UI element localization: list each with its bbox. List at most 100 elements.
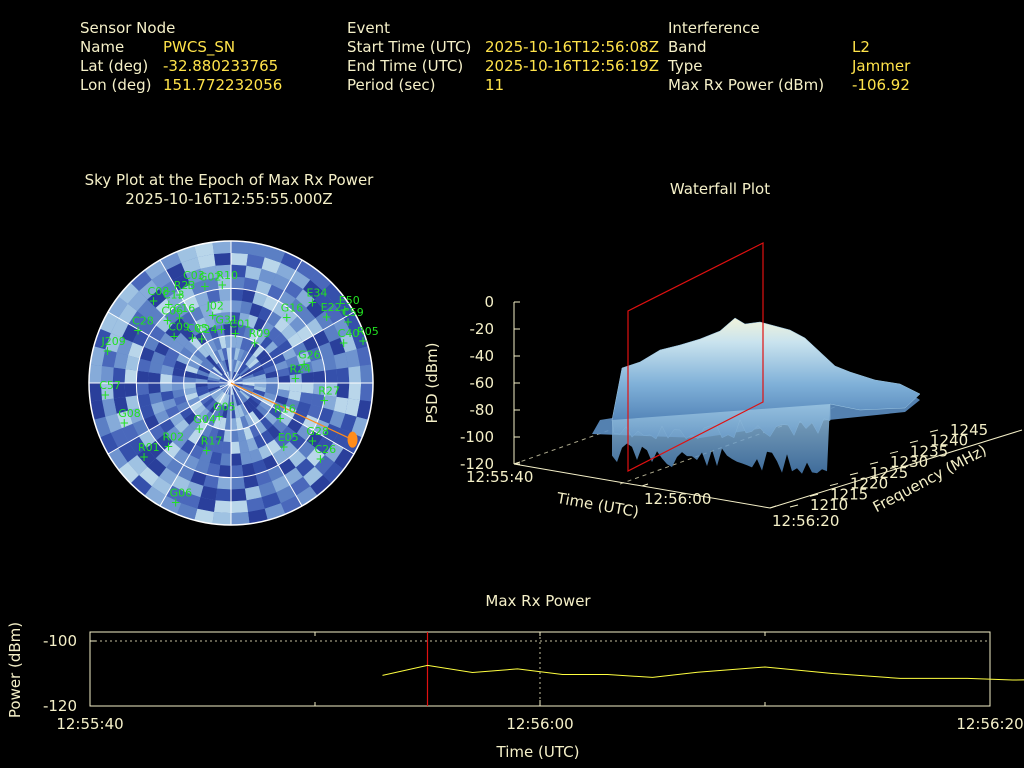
satellite-label: J02 [206,299,224,312]
sky-heatmap-cell [252,408,265,421]
sky-heatmap-cell [200,394,213,405]
interference-band-label: Band [668,38,707,56]
satellite-label: G06 [170,487,193,500]
sky-heatmap-cell [295,458,315,477]
max-rx-y-tick-label: -100 [43,632,77,650]
sky-heatmap-cell [241,373,254,380]
satellite-label: R02 [163,430,185,443]
sky-heatmap-cell [231,347,236,360]
sky-heatmap-cell [160,383,173,393]
satellite-marker: + [275,411,285,425]
sky-heatmap-cell [238,391,248,402]
satellite-label: G26 [298,348,321,361]
sky-heatmap-cell [276,389,290,399]
waterfall-freq-tick-label: 1225 [870,464,908,482]
sky-heatmap-cell [333,396,349,414]
sky-heatmap-cell [128,407,144,424]
sky-heatmap-cell [125,395,140,411]
sky-heatmap-cell [240,350,249,363]
satellite-label: C59 [342,306,364,319]
sky-heatmap-cell [274,360,289,371]
sky-heatmap-cell [160,251,182,271]
satellite-label: C05 [186,322,208,335]
sky-heatmap-cell [99,432,119,454]
sky-heatmap-cell [231,252,248,266]
sky-heatmap-cell [348,366,362,383]
sky-plot-title: Sky Plot at the Epoch of Max Rx Power [84,171,374,189]
satellite-marker: + [358,334,368,348]
sky-heatmap-cell [231,441,241,454]
sky-heatmap-cell [137,447,156,467]
sky-heatmap-cell [195,383,208,388]
sky-heatmap-cell [154,410,170,425]
sky-heatmap-cell [214,391,224,402]
sensor-lat-label: Lat (deg) [80,57,149,75]
waterfall-z-tick-label: -80 [470,401,495,419]
satellite-label: E34 [306,287,327,300]
sky-heatmap-cell [185,364,199,374]
sky-heatmap-cell [207,413,218,427]
sky-heatmap-cell [205,354,217,367]
sky-heatmap-cell [207,383,220,387]
sky-heatmap-cell [241,386,254,393]
sky-heatmap-cell [160,364,174,376]
sky-heatmap-cell [296,260,318,280]
satellite-marker: + [208,308,218,322]
sky-heatmap-cell [184,370,197,379]
sky-heatmap-cell [210,368,222,378]
sky-heatmap-cell [249,448,263,464]
sky-heatmap-cell [224,418,231,431]
satellite-label: R10 [216,269,238,282]
sky-heatmap-cell [189,416,203,430]
sky-heatmap-cell [148,372,161,383]
sky-heatmap-cell [263,364,277,374]
satellite-label: G02 [199,270,222,283]
satellite-label: C06 [161,304,183,317]
sky-heatmap-cell [232,359,238,372]
sky-heatmap-cell [137,393,151,408]
sky-heatmap-cell [318,407,334,424]
sky-heatmap-cell [232,394,238,407]
satellite-label: J209 [101,335,126,348]
sky-heatmap-cell [263,392,277,402]
satellite-marker: + [340,303,350,317]
sky-heatmap-cell [110,317,129,338]
sky-heatmap-cell [198,392,211,401]
sky-heatmap-cell [190,400,203,412]
sky-heatmap-cell [289,383,302,393]
sky-heatmap-cell [324,303,344,324]
sky-heatmap-cell [200,361,213,372]
sky-heatmap-cell [113,352,129,370]
sky-heatmap-cell [147,458,167,477]
satellite-marker: + [250,336,260,350]
sky-heatmap-cell [299,392,314,405]
sky-heatmap-cell [165,426,181,442]
sky-heatmap-cell [310,475,332,496]
sky-heatmap-cell [197,345,210,358]
sky-heatmap-cell [271,475,291,493]
waterfall-freq-tick [889,450,899,454]
sky-heatmap-cell [218,336,227,349]
sky-heatmap-cell [253,386,267,393]
satellite-marker: + [290,371,300,385]
sky-heatmap-cell [289,316,307,333]
sky-heatmap-cell [245,399,257,412]
sky-heatmap-cell [231,288,244,301]
sky-heatmap-cell [272,332,288,347]
sky-heatmap-cell [333,317,352,338]
sky-heatmap-cell [180,424,195,440]
interference-type-label: Type [668,57,703,75]
sky-heatmap-cell [249,361,262,372]
sky-heatmap-cell [105,413,122,433]
event-start-label: Start Time (UTC) [347,38,472,56]
sky-heatmap-cell [215,428,225,442]
sky-heatmap-cell [261,359,275,370]
sky-heatmap-cell [224,359,230,372]
satellite-marker: + [230,327,240,341]
sky-heatmap-cell [240,368,252,378]
satellite-label: R27 [318,384,340,397]
waterfall-plot: 0 -20 -40 -60 -80 -100 -120 PSD (dBm) 12:55:40 12… [423,242,1023,530]
sky-heatmap-cell [213,350,222,363]
sky-heatmap-cell [219,393,227,405]
sensor-lat-value: -32.880233765 [163,57,279,75]
